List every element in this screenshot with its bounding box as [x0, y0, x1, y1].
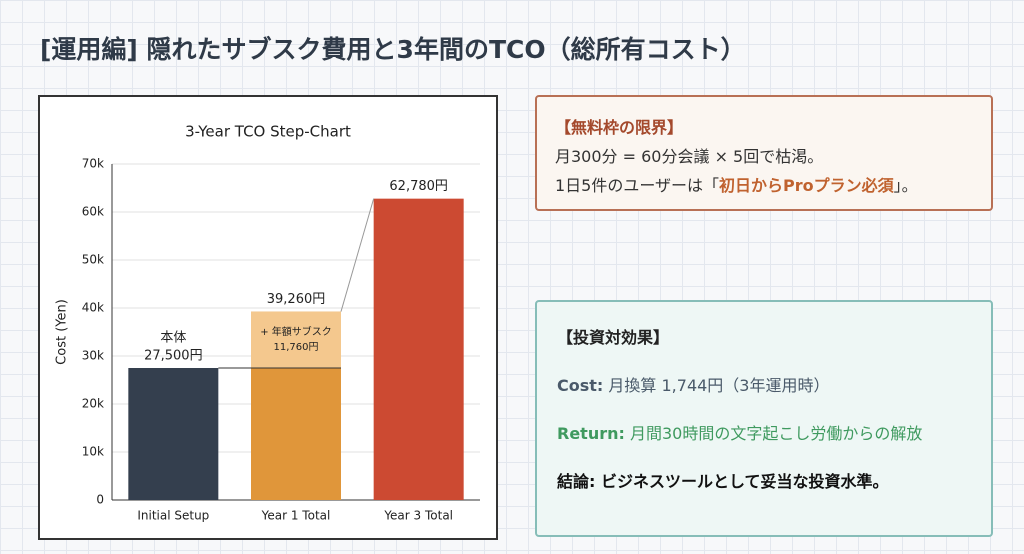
- segment-label: + 年額サブスク: [260, 325, 332, 338]
- x-tick-label: Initial Setup: [137, 509, 209, 523]
- roi-line: Cost: 月換算 1,744円（3年運用時）: [557, 372, 971, 420]
- y-tick-label: 20k: [82, 397, 104, 411]
- label: 結論:: [557, 472, 596, 491]
- y-tick-label: 60k: [82, 205, 104, 219]
- limit-line: 月300分 = 60分会議 × 5回で枯渇。: [555, 147, 824, 166]
- y-tick-label: 40k: [82, 301, 104, 315]
- chart-title: 3-Year TCO Step-Chart: [185, 123, 351, 141]
- y-tick-label: 70k: [82, 157, 104, 171]
- limit-heading: 【無料枠の限界】: [555, 118, 684, 137]
- y-tick-label: 30k: [82, 349, 104, 363]
- highlight: 初日からProプラン必須: [719, 176, 894, 195]
- text: 」。: [893, 176, 918, 195]
- value-label: 39,260円: [267, 292, 326, 307]
- limit-line: 1日5件のユーザーは「初日からProプラン必須」。: [555, 171, 973, 200]
- roi-line: Return: 月間30時間の文字起こし労働からの解放: [557, 420, 971, 468]
- label: Cost:: [557, 376, 604, 395]
- limit-box: 【無料枠の限界】 月300分 = 60分会議 × 5回で枯渇。 1日5件のユーザ…: [535, 95, 993, 211]
- y-tick-label: 10k: [82, 445, 104, 459]
- roi-line: 結論: ビジネスツールとして妥当な投資水準。: [557, 468, 971, 516]
- x-tick-label: Year 3 Total: [383, 509, 453, 523]
- base-annotation: 本体: [160, 331, 186, 346]
- y-tick-label: 50k: [82, 253, 104, 267]
- y-axis-label: Cost (Yen): [55, 299, 70, 365]
- x-tick-label: Year 1 Total: [261, 509, 331, 523]
- value-label: 27,500円: [144, 349, 203, 364]
- label: Return:: [557, 424, 625, 443]
- text: 1日5件のユーザーは「: [555, 176, 720, 195]
- bar: [373, 198, 464, 500]
- roi-box: 【投資対効果】 Cost: 月換算 1,744円（3年運用時） Return: …: [535, 300, 993, 537]
- page-title: [運用編] 隠れたサブスク費用と3年間のTCO（総所有コスト）: [40, 35, 746, 64]
- text: ビジネスツールとして妥当な投資水準。: [600, 472, 889, 491]
- chart-panel: 3-Year TCO Step-Chart Cost (Yen) 0 10k 20k…: [38, 95, 498, 540]
- value-label: 62,780円: [389, 179, 448, 194]
- text: 月換算 1,744円（3年運用時）: [608, 376, 830, 395]
- roi-heading: 【投資対効果】: [557, 328, 670, 347]
- text: 月間30時間の文字起こし労働からの解放: [629, 424, 923, 443]
- step-connector: [340, 198, 375, 312]
- y-tick-label: 0: [96, 493, 104, 507]
- chart: 3-Year TCO Step-Chart Cost (Yen) 0 10k 20k…: [55, 123, 480, 523]
- segment-value-label: 11,760円: [274, 342, 319, 353]
- bar: [128, 368, 219, 500]
- subscription-segment: [251, 311, 341, 368]
